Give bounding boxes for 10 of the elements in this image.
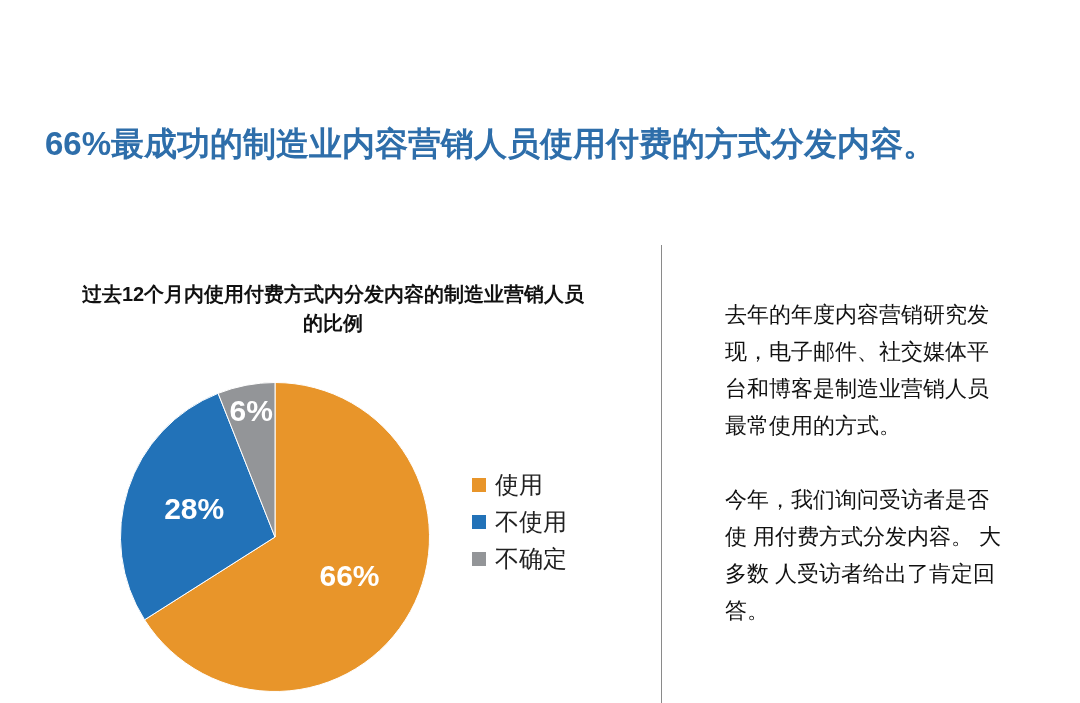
- chart-subtitle: 过去12个月内使用付费方式内分发内容的制造业营销人员的比例: [80, 282, 586, 336]
- legend-label: 使用: [495, 469, 543, 500]
- data-label: 66%: [319, 559, 380, 593]
- text: 去年的年度内容营销研究发现，电子邮件、社交媒体平台和博客是制造业营销人员最常使用的方式。: [725, 301, 990, 440]
- text: 今年，我们询问受访者是否使 用付费方式分发内容。 大多数 人受访者给出了肯定回答。: [725, 486, 1003, 625]
- legend-label: 不使用: [495, 506, 567, 537]
- chart-title: 66%最成功的制造业内容营销人员使用付费的方式分发内容。: [45, 124, 937, 164]
- data-label: 6%: [229, 393, 273, 427]
- data-label: 28%: [164, 492, 225, 526]
- legend-label: 不确定: [495, 543, 567, 574]
